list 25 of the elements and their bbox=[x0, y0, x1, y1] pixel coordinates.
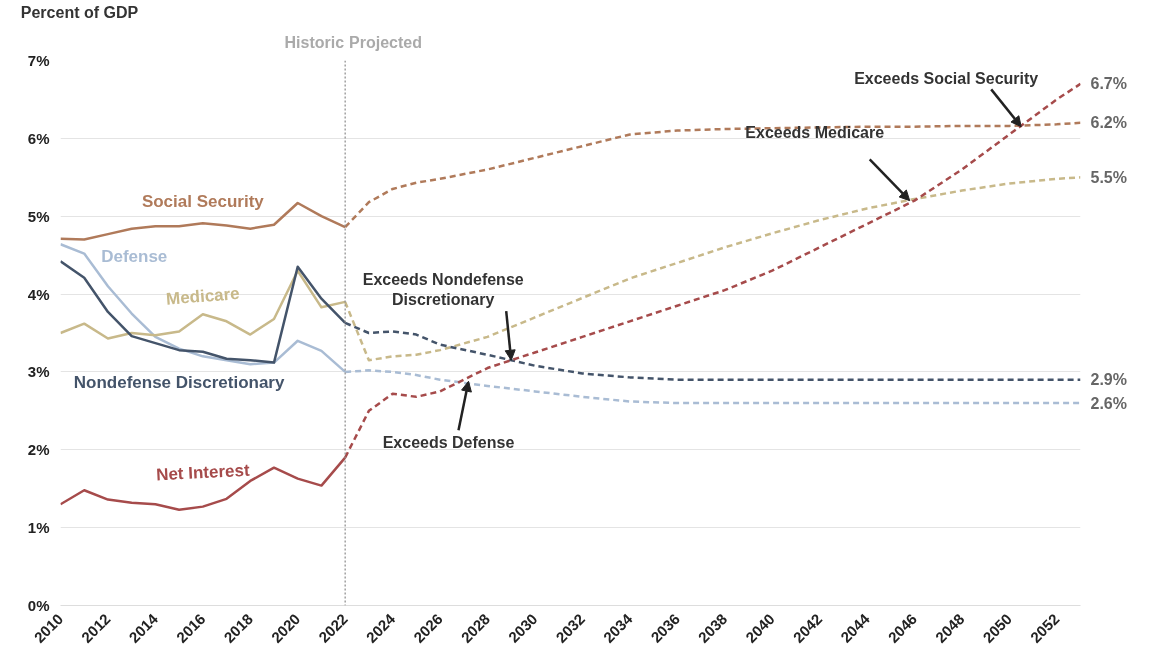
y-tick-label: 1% bbox=[27, 519, 50, 537]
data-label: 6.2% bbox=[1090, 114, 1127, 132]
data-label: 6.7% bbox=[1090, 75, 1127, 93]
y-axis-title: Percent of GDP bbox=[20, 3, 139, 21]
y-tick-label: 5% bbox=[27, 207, 50, 225]
series-label: Defense bbox=[101, 247, 168, 267]
data-label: 2.9% bbox=[1090, 371, 1127, 389]
y-tick-label: 7% bbox=[27, 52, 50, 69]
series-label: Net Interest bbox=[155, 460, 251, 485]
annotation: Exceeds Social Security bbox=[854, 69, 1039, 87]
y-tick-label: 3% bbox=[27, 363, 50, 381]
annotation: Exceeds Defense bbox=[382, 434, 515, 452]
data-label: 2.6% bbox=[1090, 394, 1127, 412]
series-label: Medicare bbox=[165, 283, 241, 309]
series-label: Nondefense Discretionary bbox=[73, 372, 285, 392]
annotation: Exceeds Medicare bbox=[745, 123, 885, 141]
y-tick-label: 0% bbox=[27, 597, 50, 614]
y-tick-label: 2% bbox=[27, 441, 50, 459]
series-label: Social Security bbox=[141, 191, 265, 211]
y-tick-label: 4% bbox=[27, 285, 50, 303]
text: Projected bbox=[349, 33, 422, 51]
y-tick-label: 6% bbox=[27, 129, 50, 147]
data-label: 5.5% bbox=[1090, 168, 1127, 186]
text: Historic bbox=[284, 33, 345, 51]
annotation: Exceeds Nondefense Discretionary bbox=[362, 270, 524, 309]
